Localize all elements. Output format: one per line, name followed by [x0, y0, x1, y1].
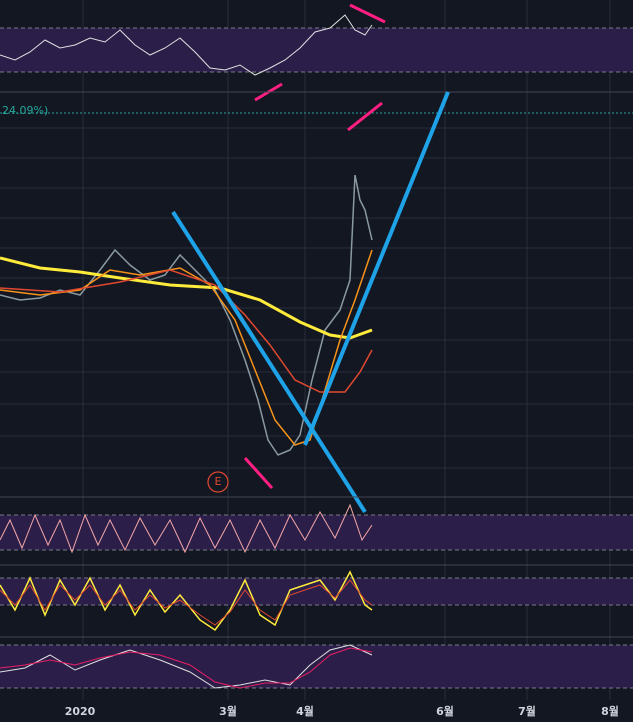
divergence-mark	[349, 3, 386, 24]
time-label: 2020	[65, 705, 96, 718]
time-label: 4월	[296, 704, 314, 718]
event-marker-label[interactable]: E	[215, 475, 222, 488]
stoch-band	[0, 578, 633, 605]
event-marker[interactable]	[207, 471, 229, 493]
time-label: 3월	[219, 704, 237, 718]
ma-mid	[0, 249, 373, 446]
time-axis: 2020 3월 4월 6월 7월 8월	[65, 704, 619, 718]
osc-line	[0, 503, 373, 554]
trend-line	[303, 91, 450, 446]
time-label: 7월	[518, 704, 536, 718]
grid	[0, 0, 633, 700]
divergence-mark	[243, 456, 274, 490]
time-label: 6월	[436, 704, 454, 718]
rsi-line	[0, 14, 373, 76]
last-change-label: 24.09%)	[2, 104, 48, 117]
trend-line	[171, 210, 367, 514]
divergence-mark	[347, 101, 383, 132]
time-label: 8월	[601, 704, 619, 718]
stoch-d	[0, 579, 373, 626]
osc-band	[0, 515, 633, 550]
rsi-band	[0, 28, 633, 72]
macd-signal	[0, 647, 373, 689]
ma-short	[0, 269, 373, 393]
